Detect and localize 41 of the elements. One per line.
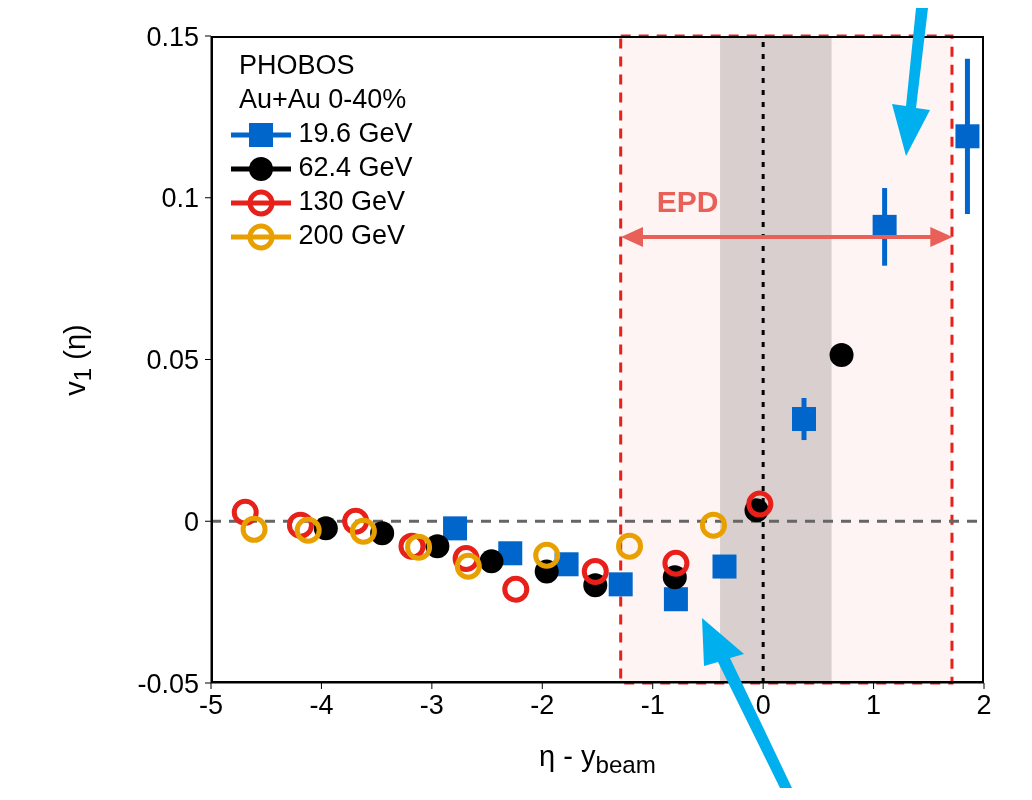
point (405, 533, 433, 561)
legend-label: 130 GeV (298, 186, 406, 216)
x-tick-label: -5 (198, 690, 224, 721)
point (443, 516, 468, 541)
x-tick-label: -2 (530, 690, 555, 721)
point (746, 490, 774, 518)
point (479, 549, 504, 574)
point (616, 532, 644, 560)
point (699, 511, 727, 539)
point (533, 541, 561, 569)
band-label: EPD (656, 184, 719, 219)
point (498, 541, 523, 566)
point (608, 572, 633, 597)
y-tick-label: 0.1 (161, 183, 199, 214)
point (663, 587, 688, 612)
x-tick-label: -3 (419, 690, 444, 721)
point (349, 517, 377, 545)
legend-label: 200 GeV (298, 220, 406, 250)
x-tick-label: 2 (976, 690, 992, 721)
point (712, 554, 737, 579)
x-tick-label: 0 (755, 690, 771, 721)
x-tick-label: -1 (640, 690, 665, 721)
x-tick-label: -4 (309, 690, 334, 721)
y-tick-label: -0.05 (137, 668, 199, 699)
point (454, 552, 482, 580)
legend-label: 62.4 GeV (298, 152, 413, 182)
point (502, 575, 530, 603)
y-tick-label: 0.05 (146, 345, 199, 376)
point (829, 342, 854, 367)
legend-title: PHOBOS Au+Au 0-40% (238, 49, 408, 116)
y-tick-label: 0.15 (146, 21, 199, 52)
point (240, 515, 268, 543)
legend-label: 19.6 GeV (298, 118, 413, 148)
point (581, 557, 609, 585)
point (662, 549, 690, 577)
x-tick-label: 1 (866, 690, 882, 721)
point (792, 407, 816, 432)
y-tick-label: 0 (183, 506, 199, 537)
point (294, 516, 322, 544)
x-axis-title: η - y$_{beam}$ (538, 740, 657, 779)
point (955, 124, 980, 149)
